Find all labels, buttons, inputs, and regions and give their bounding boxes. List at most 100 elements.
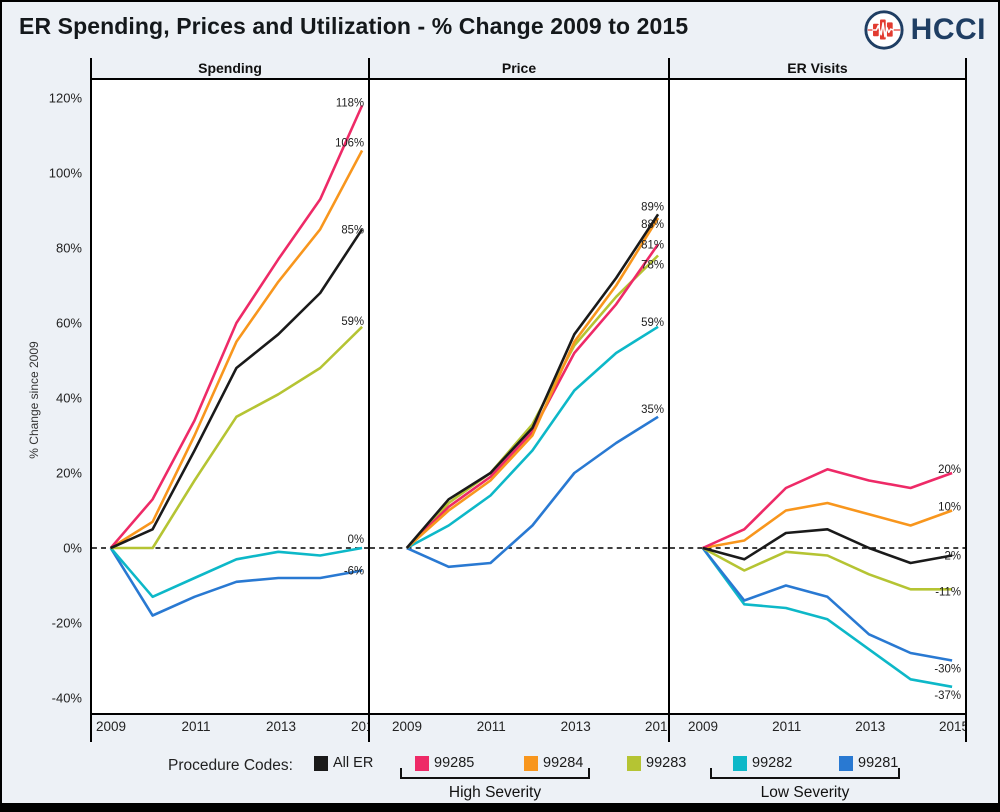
x-tick-label: 2011	[772, 719, 802, 734]
x-tick-label: 2013	[265, 719, 297, 734]
legend-item-99282: 99282	[733, 755, 792, 771]
y-tick-label: 20%	[55, 465, 82, 481]
series-end-label-99282: 59%	[641, 317, 664, 329]
series-end-label-all_er: -2%	[941, 550, 961, 562]
series-line-99285	[405, 243, 660, 549]
panel-column-spending: Spending -6% 0% 59% 106% 118% 85% 2009 2011 2013 2…	[90, 58, 370, 742]
series-end-label-99284: 88%	[641, 219, 664, 231]
y-tick-label: -20%	[51, 615, 82, 631]
x-tick-label: 2015	[350, 719, 368, 734]
legend-item-all_er: All ER	[314, 755, 373, 771]
y-tick-label: 0%	[63, 540, 82, 556]
series-end-label-99281: 35%	[641, 404, 664, 416]
plot-svg: 35% 59% 78% 81% 88% 89%	[370, 80, 668, 715]
series-end-label-99281: -6%	[344, 565, 364, 577]
series-line-99281	[701, 547, 953, 662]
series-line-99281	[406, 415, 659, 569]
plot-svg: -37% -30% -11% 10% 20% -2%	[670, 80, 965, 715]
legend-label: 99281	[858, 755, 899, 771]
panel-title: Spending	[92, 58, 368, 80]
y-axis-ticks: 120% 100% 80% 60% 40% 20% 0% -20% -40%	[32, 58, 82, 742]
x-tick-label: 2009	[687, 719, 719, 734]
series-line-99281	[109, 547, 363, 617]
series-line-99282	[701, 547, 953, 689]
panel-title: Price	[370, 58, 668, 80]
high-severity-label: High Severity	[448, 784, 542, 801]
x-tick-label: 2011	[476, 719, 506, 734]
panel-x-axis: 2009 2011 2013 2015	[92, 715, 368, 742]
series-end-label-99281: -30%	[934, 663, 961, 675]
series-line-99283	[405, 254, 659, 549]
series-end-label-all_er: 85%	[341, 224, 364, 236]
hcci-logo-text: HCCI	[910, 13, 986, 46]
legend-swatch-99283	[627, 755, 641, 771]
panel-x-axis: 2009 2011 2013 2015	[370, 715, 668, 742]
legend-item-99285: 99285	[415, 755, 474, 771]
series-line-99283	[110, 325, 363, 550]
plot-svg: -6% 0% 59% 106% 118% 85%	[92, 80, 368, 715]
series-end-label-99285: 20%	[938, 464, 961, 476]
series-end-label-99285: 81%	[641, 239, 664, 251]
panel-x-axis: 2009 2011 2013 2015	[670, 715, 965, 742]
series-end-label-99283: 78%	[641, 259, 664, 271]
x-tick-label: 2009	[95, 719, 127, 734]
series-end-label-all_er: 89%	[641, 201, 664, 213]
series-end-label-99283: -11%	[935, 586, 961, 598]
legend-label: 99282	[752, 755, 793, 771]
legend-label: 99285	[434, 755, 475, 771]
bottom-bar	[2, 803, 998, 810]
low-severity-label: Low Severity	[760, 784, 850, 801]
series-line-99283	[702, 546, 953, 591]
series-line-all_er	[110, 228, 364, 550]
panel-column-price: Price 35% 59% 78% 81% 88% 89% 2009 2011 2013 2015	[370, 58, 670, 742]
series-line-all_er	[702, 527, 953, 565]
series-line-99282	[109, 546, 363, 599]
legend-swatch-99282	[733, 755, 747, 771]
chart-area: % Change since 2009 120% 100% 80% 60% 40% 20%…	[2, 58, 967, 742]
legend-swatch-99281	[839, 755, 853, 771]
series-line-99284	[110, 149, 364, 550]
legend-label: 99283	[646, 755, 687, 771]
x-tick-label: 2013	[855, 719, 886, 734]
hcci-logo-icon	[864, 10, 904, 50]
x-tick-label: 2015	[938, 719, 967, 734]
x-tick-label: 2011	[181, 719, 211, 734]
legend-item-99284: 99284	[524, 755, 583, 771]
legend-label: 99284	[543, 755, 584, 771]
series-end-label-99283: 59%	[341, 316, 364, 328]
legend-swatch-99285	[415, 755, 429, 771]
series-line-99282	[406, 325, 659, 550]
legend-item-99283: 99283	[627, 755, 686, 771]
legend-heading: Procedure Codes:	[168, 757, 293, 774]
series-end-label-99284: 106%	[335, 137, 364, 149]
legend-swatch-99284	[524, 755, 538, 771]
y-tick-label: 120%	[48, 90, 82, 106]
series-line-99285	[702, 467, 953, 550]
x-tick-label: 2015	[644, 719, 668, 734]
series-line-99284	[702, 501, 953, 550]
legend-swatch-all_er	[314, 755, 328, 771]
series-end-label-99282: -37%	[934, 690, 961, 702]
hcci-logo: HCCI	[863, 9, 986, 51]
y-tick-label: 80%	[55, 240, 82, 256]
y-tick-label: 100%	[48, 165, 82, 181]
series-end-label-99282: 0%	[348, 534, 364, 546]
y-tick-label: 60%	[55, 315, 82, 331]
x-tick-label: 2009	[391, 719, 423, 734]
y-tick-label: -40%	[51, 690, 82, 706]
panel-title: ER Visits	[670, 58, 965, 80]
low-severity-bracket	[710, 768, 900, 779]
x-tick-label: 2013	[560, 719, 591, 734]
series-line-99284	[405, 217, 660, 549]
legend-label: All ER	[333, 755, 374, 771]
series-end-label-99285: 118%	[336, 97, 364, 109]
y-tick-label: 40%	[55, 390, 82, 406]
legend-item-99281: 99281	[839, 755, 898, 771]
series-line-all_er	[405, 213, 660, 549]
page-title: ER Spending, Prices and Utilization - % …	[19, 13, 689, 39]
series-line-99285	[109, 104, 364, 549]
high-severity-bracket	[400, 768, 590, 779]
panel-column-er-visits: ER Visits -37% -30% -11% 10% 20% -2% 2009 2011 20…	[670, 58, 967, 742]
series-end-label-99284: 10%	[938, 501, 961, 513]
